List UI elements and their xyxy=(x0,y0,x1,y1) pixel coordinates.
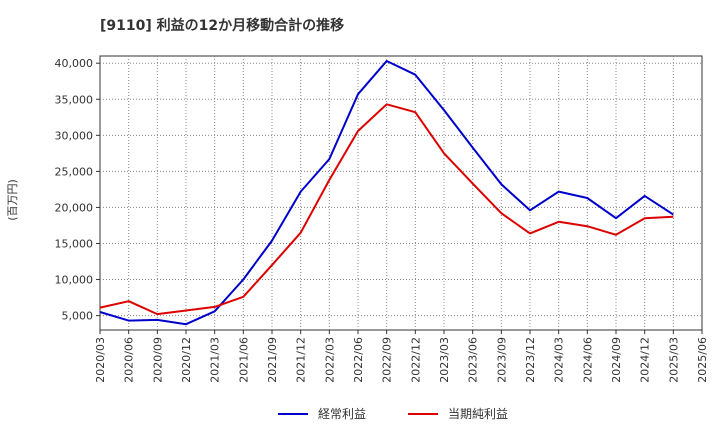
series-line-0 xyxy=(99,60,674,326)
y-tick-label: 30,000 xyxy=(55,129,94,142)
plot-area xyxy=(99,55,703,331)
x-tick-label: 2020/03 xyxy=(94,337,107,383)
x-tick-label: 2022/06 xyxy=(352,337,365,383)
x-tick-label: 2022/09 xyxy=(381,337,394,383)
legend-label-1: 当期純利益 xyxy=(448,407,508,421)
x-tick-label: 2020/12 xyxy=(180,337,193,383)
y-tick-label: 20,000 xyxy=(55,201,94,214)
y-tick-label: 15,000 xyxy=(55,237,94,250)
y-tick-label: 10,000 xyxy=(55,274,94,287)
series-line-1 xyxy=(99,103,674,316)
y-tick-label: 35,000 xyxy=(55,93,94,106)
y-ticks: 5,000 10,000 15,000 20,000 25,000 30,000 35,00… xyxy=(55,57,100,323)
legend-label-0: 経常利益 xyxy=(318,407,366,421)
x-tick-label: 2024/03 xyxy=(553,337,566,383)
y-tick-label: 5,000 xyxy=(62,310,94,323)
x-tick-label: 2021/09 xyxy=(266,337,279,383)
x-tick-label: 2025/06 xyxy=(696,337,709,383)
series-layer xyxy=(99,60,674,326)
x-tick-label: 2022/03 xyxy=(323,337,336,383)
x-tick-label: 2024/12 xyxy=(639,337,652,383)
x-tick-label: 2021/12 xyxy=(295,337,308,383)
x-tick-label: 2020/06 xyxy=(123,337,136,383)
x-tick-label: 2023/03 xyxy=(438,337,451,383)
x-tick-label: 2021/03 xyxy=(209,337,222,383)
legend: 経常利益 当期純利益 xyxy=(278,407,508,421)
chart-title: [9110] 利益の12か月移動合計の推移 xyxy=(100,17,344,34)
x-tick-label: 2024/09 xyxy=(610,337,623,383)
x-tick-label: 2020/09 xyxy=(151,337,164,383)
grid xyxy=(100,56,702,330)
x-tick-label: 2025/03 xyxy=(667,337,680,383)
x-tick-label: 2024/06 xyxy=(581,337,594,383)
y-tick-label: 40,000 xyxy=(55,57,94,70)
x-tick-label: 2023/06 xyxy=(467,337,480,383)
x-tick-label: 2022/12 xyxy=(409,337,422,383)
x-ticks: 2020/03 2020/06 2020/09 2020/12 2021/03 2021/… xyxy=(94,330,709,383)
y-axis-label: (百万円) xyxy=(6,179,19,221)
y-tick-label: 25,000 xyxy=(55,165,94,178)
x-tick-label: 2023/12 xyxy=(524,337,537,383)
x-tick-label: 2021/06 xyxy=(237,337,250,383)
x-tick-label: 2023/09 xyxy=(495,337,508,383)
